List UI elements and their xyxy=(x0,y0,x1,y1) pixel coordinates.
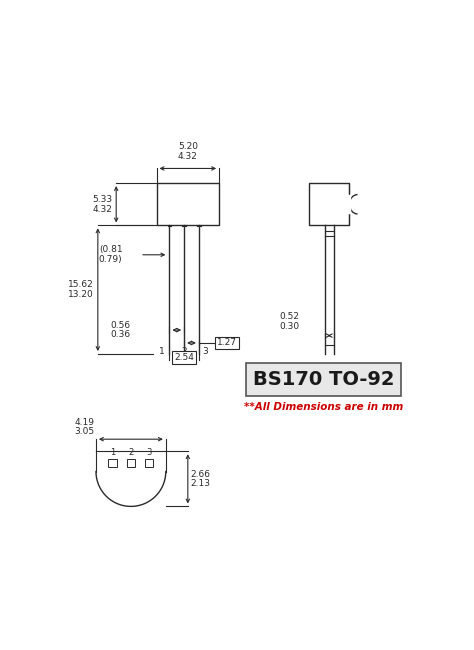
Text: 0.52
0.30: 0.52 0.30 xyxy=(280,313,300,332)
Text: 1: 1 xyxy=(110,448,115,457)
Text: 5.20
4.32: 5.20 4.32 xyxy=(178,142,198,161)
Text: 1: 1 xyxy=(159,346,165,356)
Text: 2: 2 xyxy=(128,448,134,457)
Text: 1.27: 1.27 xyxy=(217,339,237,348)
Bar xyxy=(156,183,219,226)
Bar xyxy=(145,460,153,467)
Bar xyxy=(109,460,117,467)
Text: 2: 2 xyxy=(182,346,187,356)
Text: 0.56
0.36: 0.56 0.36 xyxy=(111,320,131,339)
Text: BS170 TO-92: BS170 TO-92 xyxy=(253,370,394,389)
Text: 5.33
4.32: 5.33 4.32 xyxy=(92,195,112,214)
Text: 2.54: 2.54 xyxy=(174,353,194,362)
Bar xyxy=(309,183,349,226)
Text: 15.62
13.20: 15.62 13.20 xyxy=(68,280,94,299)
Text: 2.66
2.13: 2.66 2.13 xyxy=(191,469,211,488)
Text: 3: 3 xyxy=(146,448,152,457)
Text: (0.81
0.79): (0.81 0.79) xyxy=(99,246,122,264)
Text: 3: 3 xyxy=(202,346,208,356)
Text: **All Dimensions are in mm: **All Dimensions are in mm xyxy=(244,402,403,412)
Text: 4.19
3.05: 4.19 3.05 xyxy=(74,417,94,436)
Bar xyxy=(127,460,135,467)
